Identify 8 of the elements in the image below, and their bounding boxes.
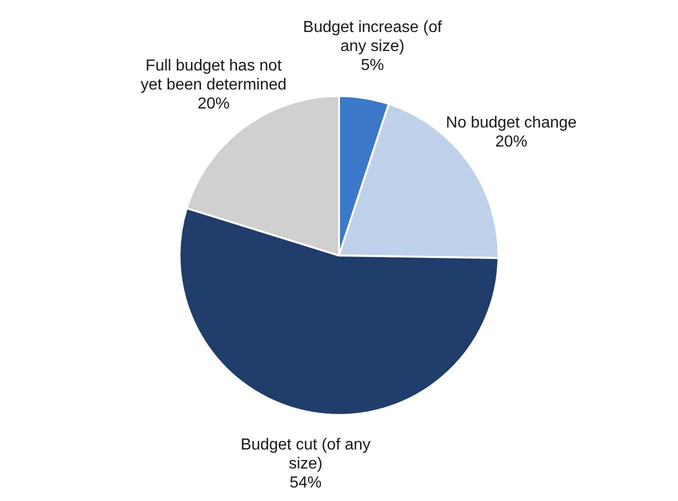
slice-label: Budget increase (of any size) — [303, 19, 442, 56]
slice-label: Full budget has not yet been determined — [140, 58, 287, 94]
slice-label: Budget cut (of any size) — [240, 436, 371, 473]
data-label: 20% — [198, 96, 230, 113]
data-label: 20% — [495, 134, 528, 151]
data-label: 54% — [290, 474, 322, 492]
data-label: 5% — [360, 57, 384, 74]
slice-label: No budget change — [446, 114, 577, 132]
